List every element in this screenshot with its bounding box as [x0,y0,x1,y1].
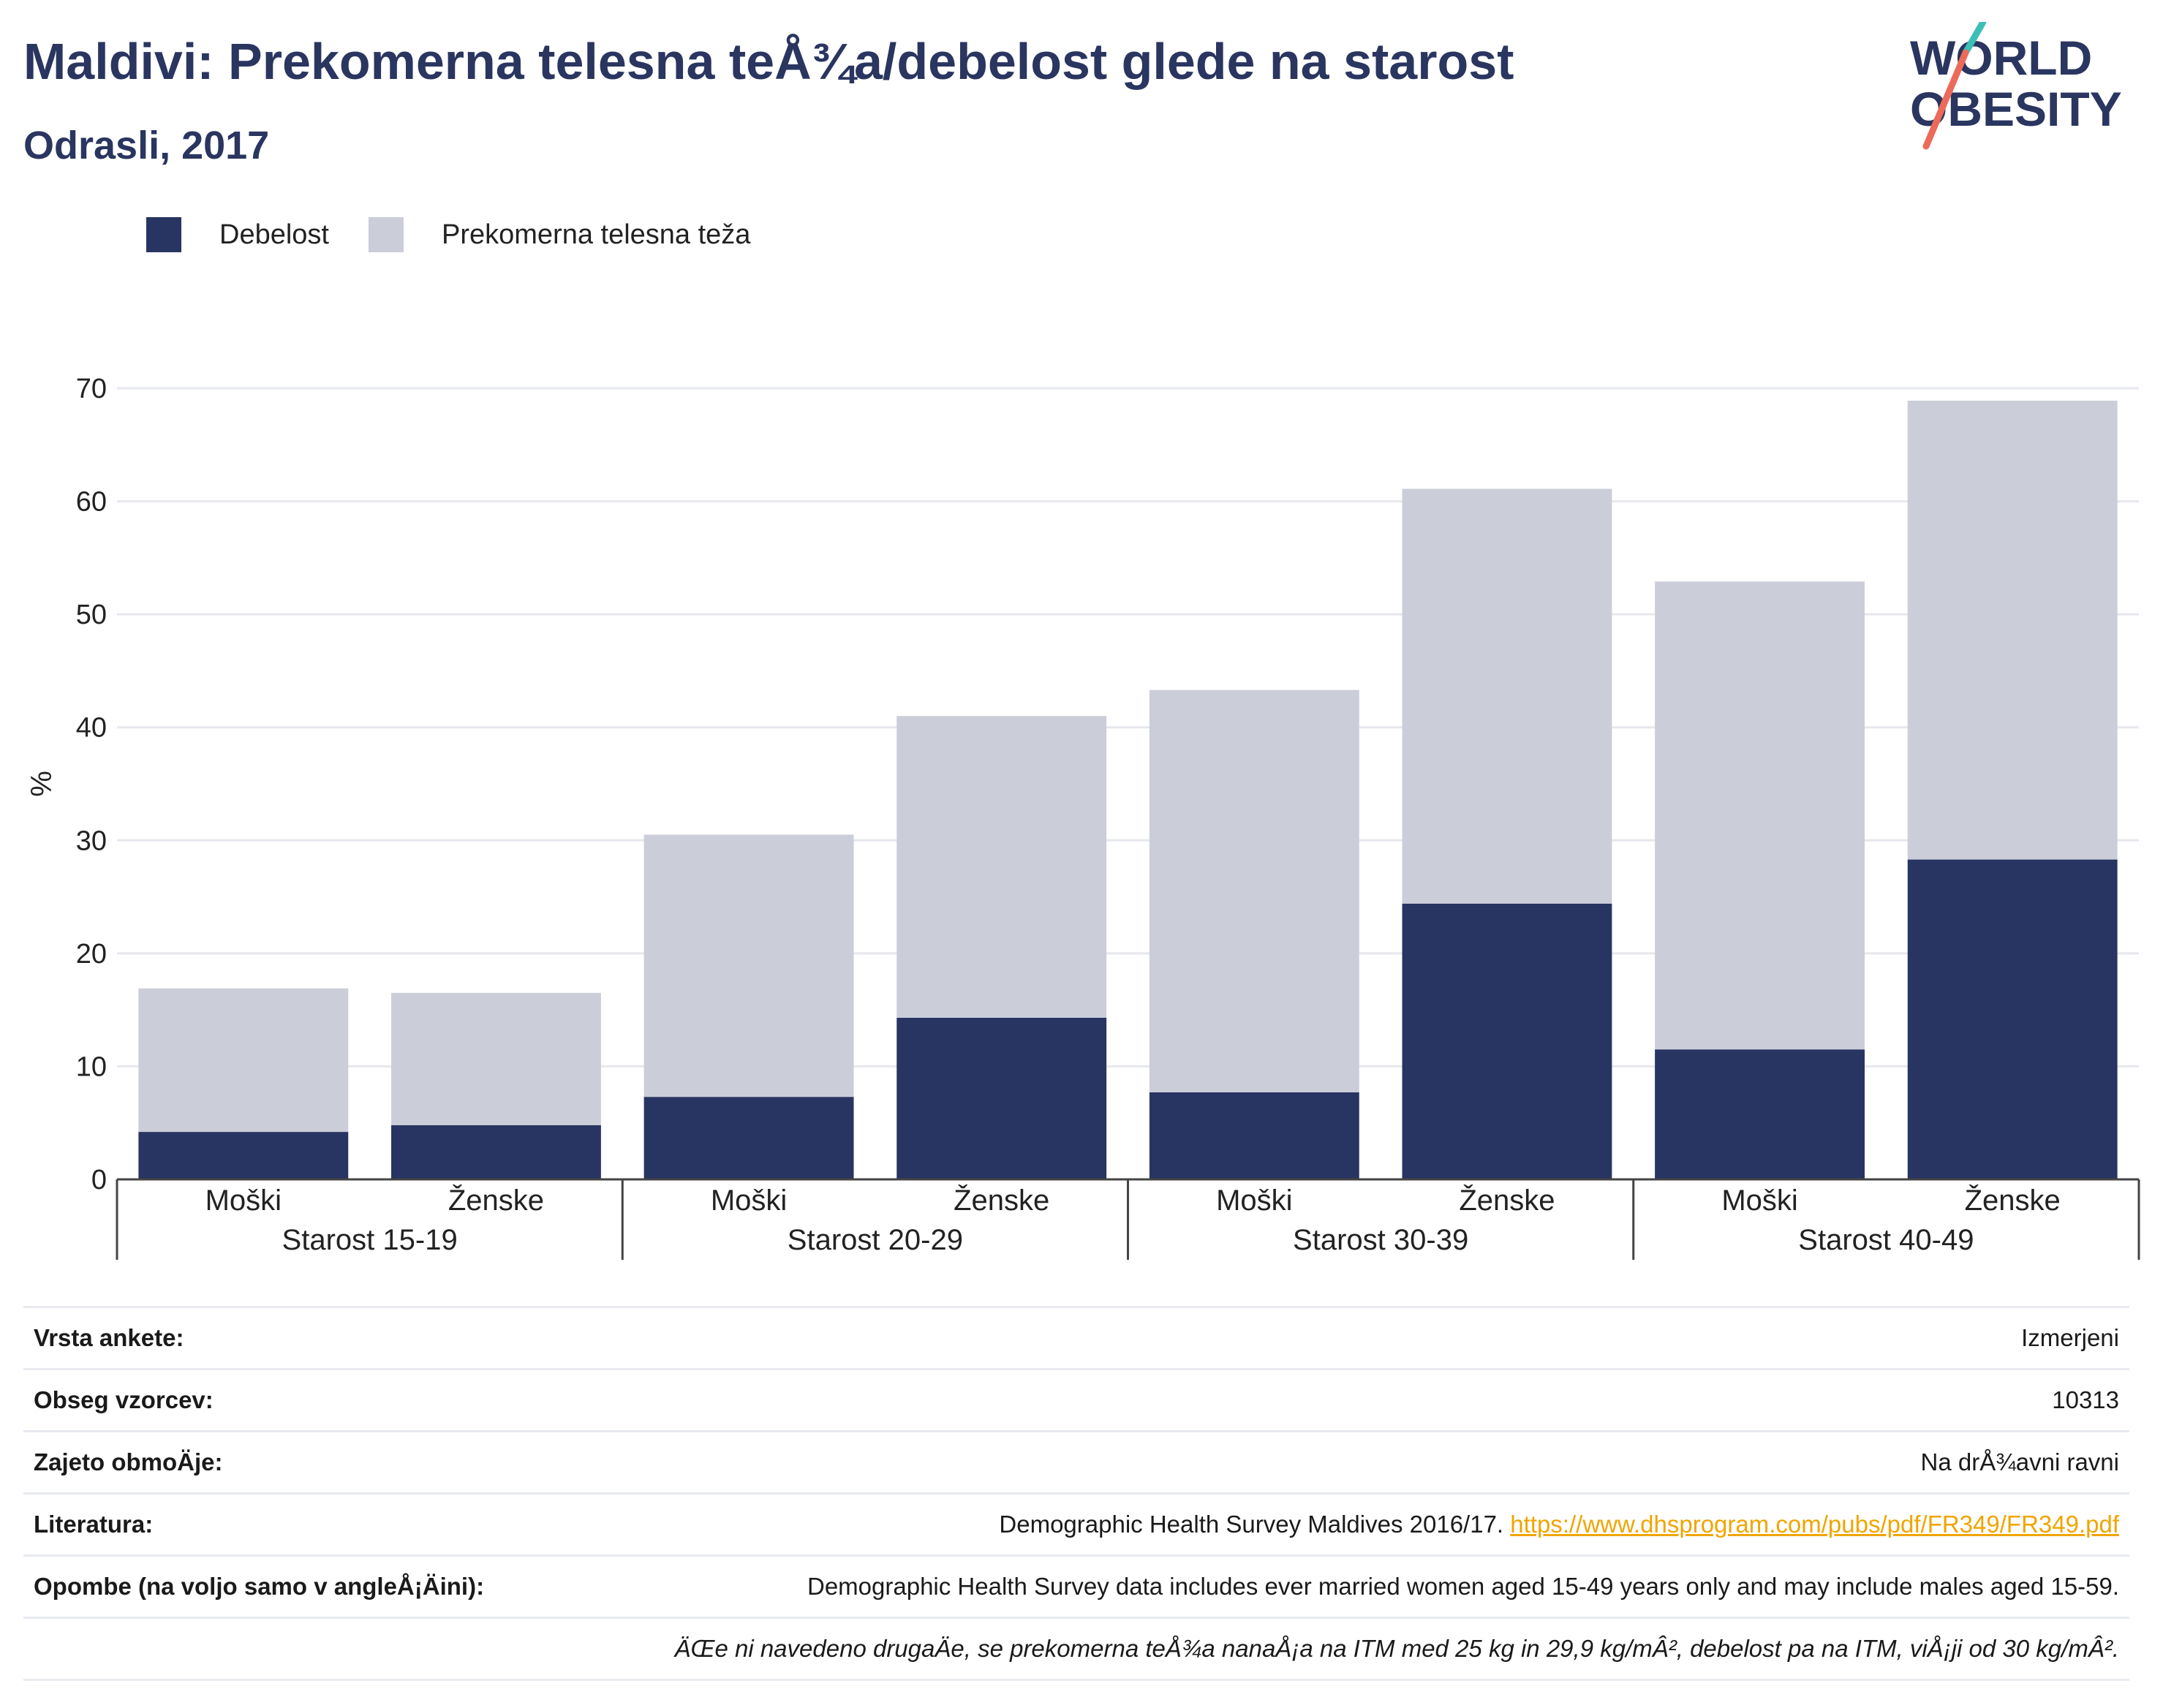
bar-obesity [1655,1049,1865,1179]
info-value: Izmerjeni [2021,1324,2119,1351]
bar-obesity [391,1125,601,1179]
bar-obesity [643,1097,854,1179]
legend-swatch-overweight [368,217,404,252]
x-tick-label: Ženske [448,1184,544,1217]
bar-overweight [1402,488,1612,904]
bar-obesity [1907,859,2118,1179]
y-tick-label: 70 [76,374,107,404]
bar-overweight [643,834,854,1097]
legend: Debelost Prekomerna telesna teža [146,216,790,253]
y-tick-label: 60 [76,487,107,518]
x-tick-label: Moški [205,1184,282,1217]
info-row-coverage: Zajeto obmoÄje: Na drÅ¾avni ravni [23,1430,2129,1492]
x-tick-label: Ženske [954,1184,1049,1217]
world-obesity-logo: WORLD OBESITY [1910,22,2122,150]
definition-note: ÄŒe ni navedeno drugaÄe, se prekomerna t… [674,1635,2119,1662]
x-tick-label: Moški [1216,1184,1292,1217]
info-value: Demographic Health Survey data includes … [807,1573,2119,1600]
bar-overweight [138,988,349,1133]
legend-item-obesity[interactable]: Debelost [146,217,329,252]
y-tick-label: 20 [76,939,107,970]
bar-obesity [1149,1092,1359,1179]
reference-text: Demographic Health Survey Maldives 2016/… [999,1511,1504,1538]
x-tick-label: Moški [1721,1184,1797,1217]
group-label: Starost 40-49 [1798,1224,1974,1256]
legend-label-obesity: Debelost [219,219,329,250]
bar-obesity [138,1132,349,1179]
bar-overweight [391,992,601,1125]
legend-swatch-obesity [146,217,181,252]
info-row-definition-note: ÄŒe ni navedeno drugaÄe, se prekomerna t… [23,1617,2129,1681]
info-label: Literatura: [34,1511,154,1538]
info-value: Na drÅ¾avni ravni [1920,1448,2119,1475]
info-table: Vrsta ankete: Izmerjeni Obseg vzorcev: 1… [23,1306,2129,1681]
info-label: Obseg vzorcev: [34,1386,214,1413]
logo-line1: WORLD [1910,31,2092,85]
bar-overweight [1655,581,1865,1050]
x-tick-label: Ženske [1459,1184,1555,1217]
chart-title: Maldivi: Prekomerna telesna teÅ¾a/debelo… [23,33,1514,90]
y-tick-label: 0 [91,1165,107,1195]
info-row-notes: Opombe (na voljo samo v angleÅ¡Äini): De… [23,1554,2129,1617]
reference-link[interactable]: https://www.dhsprogram.com/pubs/pdf/FR34… [1510,1511,2119,1538]
y-tick-label: 40 [76,713,107,744]
info-label: Vrsta ankete: [34,1324,184,1351]
bar-overweight [1907,401,2118,860]
chart-subtitle: Odrasli, 2017 [23,124,270,167]
bar-obesity [896,1017,1107,1179]
y-axis-label: % [26,771,58,797]
group-label: Starost 30-39 [1293,1224,1468,1256]
y-tick-label: 50 [76,600,107,630]
bar-overweight [1149,689,1359,1092]
stacked-bar-chart: 0 10 20 30 40 50 60 70% Moški Ženske Moški Ženske Mo… [26,374,2140,1260]
info-value: Demographic Health Survey Maldives 2016/… [999,1511,2129,1538]
y-tick-label: 10 [76,1051,107,1082]
bar-obesity [1402,903,1612,1179]
x-tick-label: Moški [711,1184,787,1217]
group-label: Starost 15-19 [282,1224,458,1256]
info-row-sample-size: Obseg vzorcev: 10313 [23,1368,2129,1430]
y-tick-label: 30 [76,825,107,856]
group-label: Starost 20-29 [788,1224,963,1256]
bar-overweight [896,716,1107,1018]
x-tick-label: Ženske [1965,1184,2061,1217]
info-label: Zajeto obmoÄje: [34,1448,223,1475]
legend-item-overweight[interactable]: Prekomerna telesna teža [368,217,751,252]
info-value: 10313 [2052,1386,2119,1413]
legend-label-overweight: Prekomerna telesna teža [441,219,751,250]
info-row-reference: Literatura: Demographic Health Survey Ma… [23,1492,2129,1554]
info-row-survey-type: Vrsta ankete: Izmerjeni [23,1306,2129,1368]
info-label: Opombe (na voljo samo v angleÅ¡Äini): [34,1573,485,1600]
